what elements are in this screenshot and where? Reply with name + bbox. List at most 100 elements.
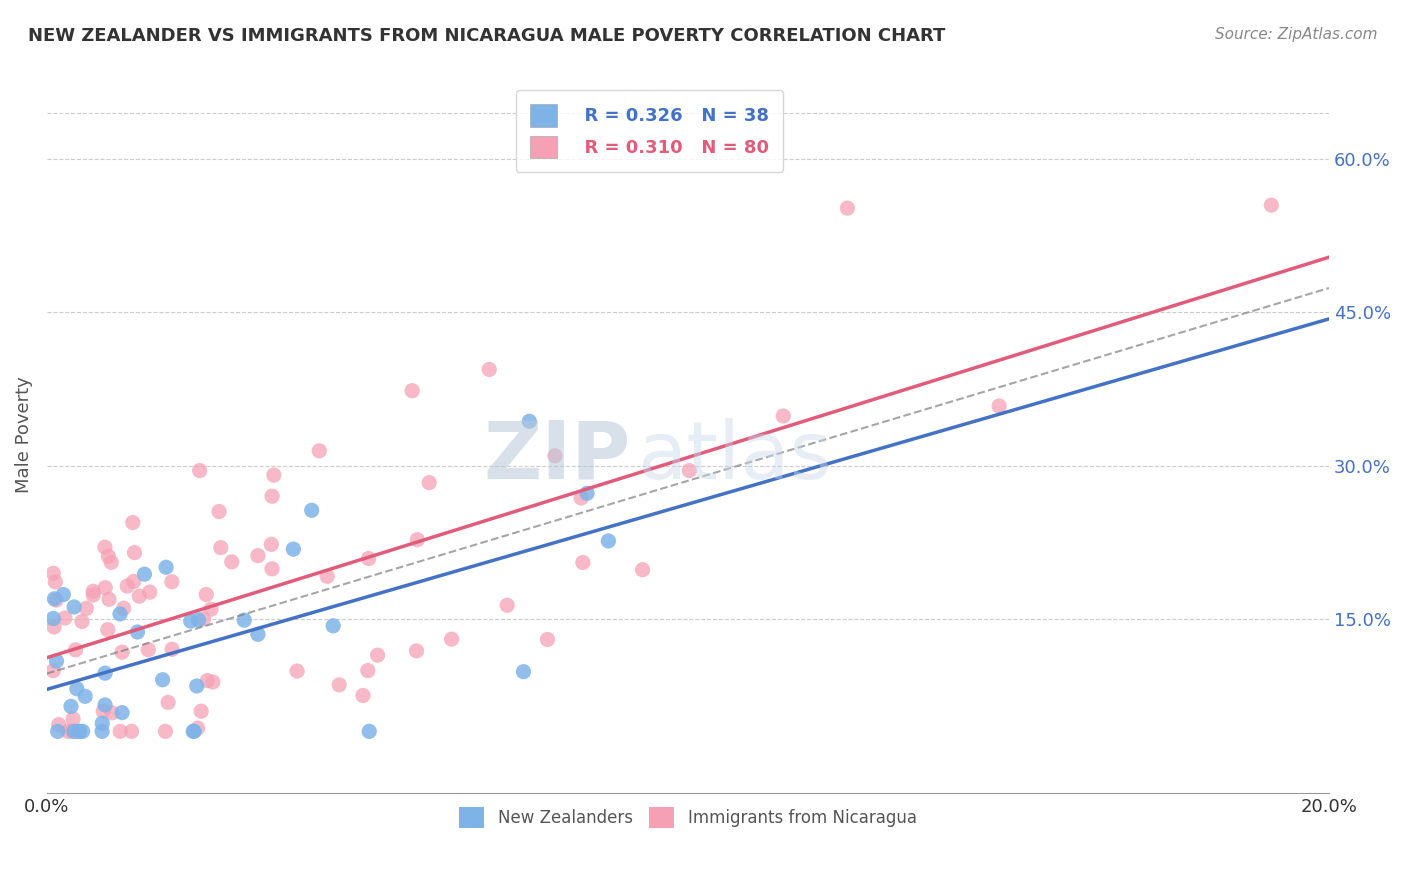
Point xyxy=(678,464,700,478)
Point xyxy=(82,588,104,602)
Point xyxy=(91,704,114,718)
Point xyxy=(94,666,117,681)
Point xyxy=(75,690,97,704)
Point xyxy=(308,443,330,458)
Point xyxy=(155,560,177,574)
Point xyxy=(53,611,76,625)
Point xyxy=(201,675,224,690)
Point xyxy=(82,584,104,599)
Point xyxy=(183,724,205,739)
Point xyxy=(322,619,344,633)
Point xyxy=(98,592,121,607)
Point xyxy=(111,706,134,720)
Point xyxy=(91,724,114,739)
Point xyxy=(157,695,180,709)
Point xyxy=(576,486,599,500)
Point xyxy=(316,569,339,583)
Point xyxy=(569,491,592,505)
Point xyxy=(101,706,124,720)
Point xyxy=(56,724,79,739)
Point xyxy=(200,602,222,616)
Point xyxy=(301,503,323,517)
Point xyxy=(209,541,232,555)
Point xyxy=(62,712,84,726)
Point xyxy=(988,399,1011,413)
Point xyxy=(260,537,283,551)
Point xyxy=(155,724,177,739)
Point xyxy=(75,601,97,615)
Point xyxy=(45,593,67,607)
Point xyxy=(134,567,156,582)
Point xyxy=(63,599,86,614)
Point xyxy=(72,724,94,739)
Point xyxy=(42,664,65,678)
Text: ZIP: ZIP xyxy=(484,417,630,495)
Point xyxy=(440,632,463,646)
Point xyxy=(1260,198,1282,212)
Point xyxy=(195,588,218,602)
Point xyxy=(401,384,423,398)
Point xyxy=(65,724,87,739)
Point xyxy=(44,591,66,606)
Point xyxy=(187,613,209,627)
Point xyxy=(44,574,66,589)
Point xyxy=(94,581,117,595)
Point xyxy=(181,724,204,739)
Point xyxy=(233,613,256,627)
Point xyxy=(67,724,90,739)
Point xyxy=(63,724,86,739)
Point xyxy=(124,546,146,560)
Point xyxy=(65,643,87,657)
Point xyxy=(352,689,374,703)
Point xyxy=(128,589,150,603)
Point xyxy=(406,533,429,547)
Point xyxy=(127,624,149,639)
Point xyxy=(100,555,122,569)
Point xyxy=(121,516,143,530)
Text: atlas: atlas xyxy=(637,417,831,495)
Point xyxy=(536,632,558,647)
Point xyxy=(70,615,93,629)
Point xyxy=(221,555,243,569)
Point xyxy=(190,704,212,718)
Point xyxy=(517,414,540,428)
Point xyxy=(193,612,215,626)
Point xyxy=(631,563,654,577)
Legend: New Zealanders, Immigrants from Nicaragua: New Zealanders, Immigrants from Nicaragu… xyxy=(453,801,924,834)
Point xyxy=(263,468,285,483)
Point xyxy=(136,642,159,657)
Point xyxy=(139,585,162,599)
Point xyxy=(283,542,305,557)
Point xyxy=(367,648,389,662)
Point xyxy=(45,654,67,668)
Point xyxy=(246,627,269,641)
Point xyxy=(108,607,131,621)
Point xyxy=(598,533,620,548)
Point xyxy=(357,664,380,678)
Point xyxy=(111,645,134,659)
Point xyxy=(97,549,120,564)
Point xyxy=(418,475,440,490)
Point xyxy=(186,679,208,693)
Point xyxy=(62,724,84,739)
Point xyxy=(42,620,65,634)
Point xyxy=(328,678,350,692)
Point xyxy=(544,449,567,463)
Y-axis label: Male Poverty: Male Poverty xyxy=(15,376,32,493)
Point xyxy=(837,201,859,215)
Point xyxy=(496,599,519,613)
Point xyxy=(285,664,308,678)
Point xyxy=(42,566,65,581)
Point xyxy=(478,362,501,376)
Point xyxy=(405,644,427,658)
Point xyxy=(94,698,117,712)
Point xyxy=(246,549,269,563)
Point xyxy=(94,540,117,554)
Point xyxy=(121,724,143,739)
Point xyxy=(188,464,211,478)
Point xyxy=(195,673,218,688)
Point xyxy=(260,562,283,576)
Point xyxy=(42,611,65,625)
Point xyxy=(512,665,534,679)
Point xyxy=(97,623,120,637)
